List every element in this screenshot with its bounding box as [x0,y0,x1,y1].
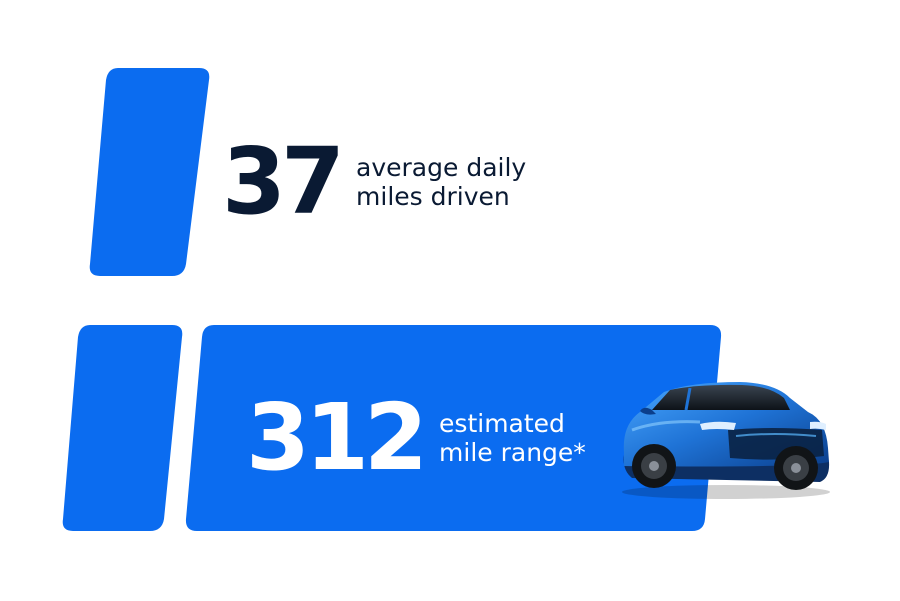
mile-range-label-line-2: mile range* [439,438,586,467]
daily-miles-value: 37 [222,128,345,235]
mile-range-value: 312 [246,384,428,491]
stat-mile-range: 312 estimated mile range* [246,392,586,484]
bar-37-block [89,68,210,276]
stat-daily-miles: 37 average daily miles driven [222,136,526,228]
daily-miles-label-line-1: average daily [356,153,527,182]
bar-312-long-bar [185,325,722,531]
mile-range-label: estimated mile range* [439,409,586,467]
bar-312-lead-block [62,325,183,531]
mile-range-label-line-1: estimated [439,409,565,438]
daily-miles-label: average daily miles driven [356,153,526,211]
blue-electric-suv-image [622,382,830,499]
daily-miles-label-line-2: miles driven [356,182,510,211]
